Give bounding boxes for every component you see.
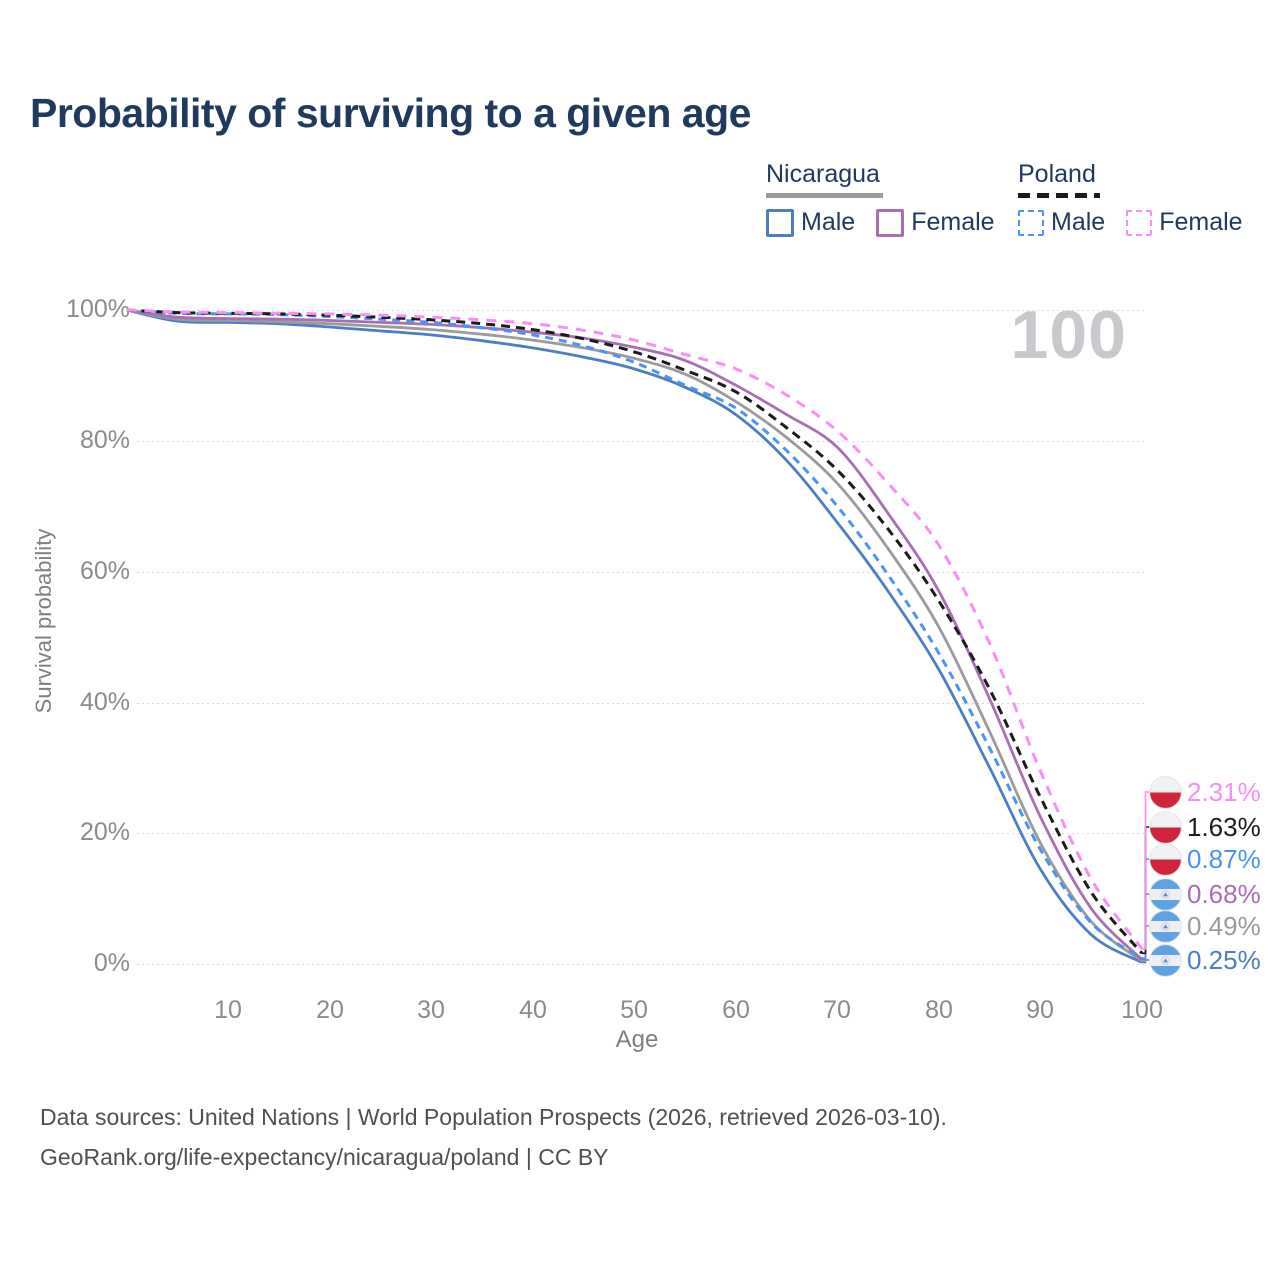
nicaragua-male-swatch-icon [766, 208, 794, 237]
x-tick: 90 [1026, 996, 1054, 1024]
legend-item-poland-male[interactable]: Male [1018, 208, 1105, 237]
curve-poland-female [126, 308, 1144, 950]
gridline-20 [137, 833, 1147, 834]
y-tick: 80% [79, 426, 130, 454]
x-tick: 100 [1121, 996, 1163, 1024]
x-tick: 60 [722, 996, 750, 1024]
legend-group-poland: Poland Male Female [1018, 160, 1264, 237]
attribution-note: GeoRank.org/life-expectancy/nicaragua/po… [40, 1144, 609, 1170]
end-label-nicaragua-female[interactable]: 0.68% [1149, 877, 1261, 911]
gridline-40 [137, 703, 1147, 704]
poland-flag-icon [1149, 775, 1182, 809]
legend-line-swatch-poland [1018, 193, 1100, 198]
x-tick: 10 [214, 996, 242, 1024]
end-value: 0.25% [1187, 944, 1261, 975]
y-tick: 60% [79, 557, 130, 585]
curve-nicaragua-female [126, 308, 1143, 961]
y-tick: 40% [79, 688, 130, 716]
y-tick: 0% [93, 949, 130, 977]
legend-label: Male [801, 208, 856, 236]
x-tick: 80 [925, 996, 953, 1024]
end-value: 0.68% [1187, 878, 1261, 909]
x-tick: 70 [823, 996, 851, 1024]
legend-country-nicaragua[interactable]: Nicaragua [766, 160, 880, 188]
legend-label: Female [1159, 208, 1243, 236]
end-label-poland-total[interactable]: 1.63% [1149, 810, 1261, 844]
end-label-nicaragua-male[interactable]: 0.25% [1149, 943, 1261, 977]
nicaragua-female-swatch-icon [876, 208, 905, 237]
x-axis-title: Age [615, 1026, 659, 1053]
curve-nicaragua-total [126, 308, 1143, 962]
nicaragua-flag-icon [1149, 877, 1182, 911]
poland-female-swatch-icon [1126, 209, 1153, 236]
nicaragua-flag-icon [1149, 943, 1182, 977]
legend-country-poland[interactable]: Poland [1018, 160, 1096, 188]
legend-line-swatch-nicaragua [766, 193, 883, 198]
end-value: 2.31% [1187, 776, 1261, 807]
curve-nicaragua-male [126, 308, 1143, 964]
data-sources-note: Data sources: United Nations | World Pop… [40, 1104, 947, 1130]
y-tick: 20% [79, 818, 130, 846]
end-value: 0.87% [1187, 843, 1261, 874]
curve-poland-total [126, 308, 1144, 955]
poland-flag-icon [1149, 842, 1182, 876]
legend-item-nicaragua-female[interactable]: Female [876, 208, 995, 237]
end-label-nicaragua-total[interactable]: 0.49% [1149, 909, 1261, 943]
end-value: 1.63% [1187, 811, 1261, 842]
end-label-poland-male[interactable]: 0.87% [1149, 842, 1261, 876]
legend-item-nicaragua-male[interactable]: Male [766, 208, 855, 237]
y-axis-title: Survival probability [31, 528, 56, 714]
legend-label: Female [911, 208, 995, 236]
gridline-60 [137, 572, 1147, 573]
x-tick: 40 [519, 996, 547, 1024]
end-label-poland-female[interactable]: 2.31% [1149, 775, 1261, 809]
nicaragua-flag-icon [1149, 909, 1182, 943]
y-tick: 100% [66, 295, 130, 323]
poland-flag-icon [1149, 810, 1182, 844]
page-title: Probability of surviving to a given age [30, 90, 751, 136]
gridline-0 [137, 964, 1147, 965]
gridline-80 [137, 441, 1147, 442]
poland-male-swatch-icon [1018, 209, 1044, 236]
x-tick: 50 [620, 996, 648, 1024]
legend-group-nicaragua: Nicaragua Male Female [766, 160, 1016, 237]
age-counter-watermark: 100 [1010, 297, 1127, 373]
x-tick: 30 [417, 996, 445, 1024]
legend-label: Male [1051, 208, 1106, 236]
legend-item-poland-female[interactable]: Female [1126, 208, 1243, 237]
curve-poland-male [126, 308, 1143, 960]
end-value: 0.49% [1187, 910, 1261, 941]
x-tick: 20 [316, 996, 344, 1024]
